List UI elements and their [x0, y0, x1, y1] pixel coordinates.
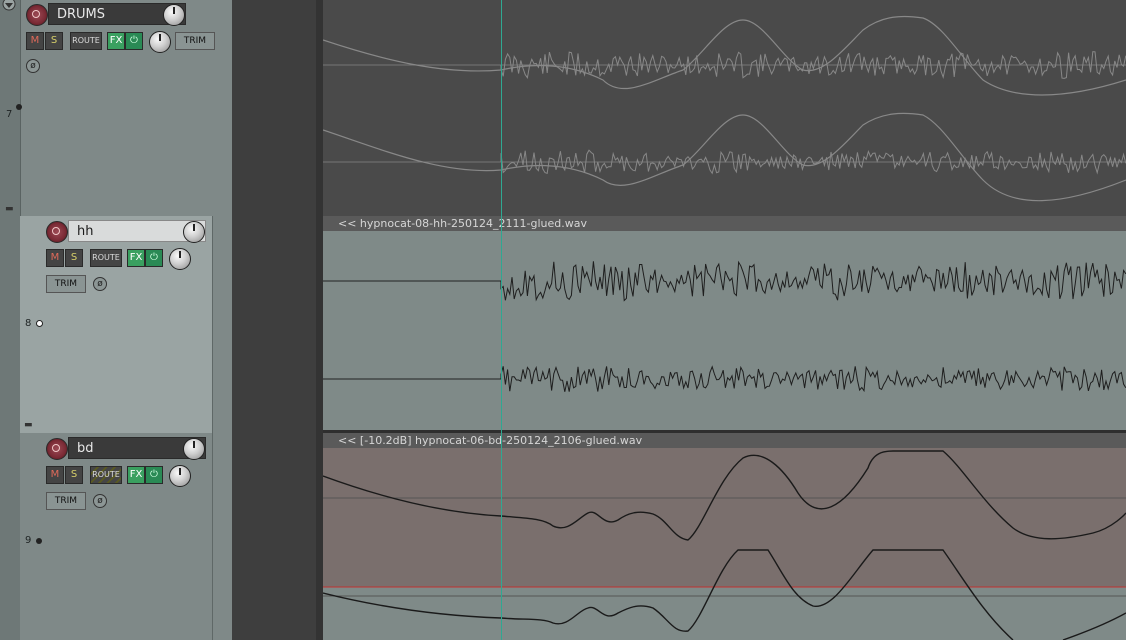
pan-knob[interactable]: [169, 465, 191, 487]
tcp-mcp-divider: [232, 0, 316, 640]
fx-button[interactable]: FX: [107, 32, 125, 50]
volume-knob[interactable]: [183, 438, 205, 460]
mute-button[interactable]: M: [46, 249, 64, 267]
hh-item[interactable]: [323, 231, 1126, 430]
track-dot-icon: [16, 104, 22, 110]
solo-button[interactable]: S: [45, 32, 63, 50]
item-name-label[interactable]: << [-10.2dB] hypnocat-06-bd-250124_2106-…: [323, 433, 1126, 448]
fx-bypass-button[interactable]: ⏻: [145, 249, 163, 267]
trim-label: TRIM: [54, 279, 78, 289]
track-dot-icon: [36, 320, 43, 327]
track-number: 7: [6, 109, 13, 120]
phase-invert-button[interactable]: ø: [26, 59, 40, 73]
record-arm-button[interactable]: [46, 221, 68, 243]
record-arm-button[interactable]: [46, 438, 68, 460]
pan-knob[interactable]: [169, 248, 191, 270]
collapse-arrow-icon[interactable]: [0, 0, 20, 14]
automation-mode-button[interactable]: TRIM: [175, 32, 215, 50]
track-name-field[interactable]: bd: [68, 437, 206, 459]
track-8[interactable]: 8 ▬ hh M S ROUTE FX ⏻ TRIM ø: [0, 216, 232, 433]
track-divider: [323, 430, 1126, 433]
mute-button[interactable]: M: [26, 32, 44, 50]
trim-label: TRIM: [183, 36, 207, 46]
route-button[interactable]: ROUTE: [70, 32, 102, 50]
fx-button[interactable]: FX: [127, 466, 145, 484]
folder-icon[interactable]: ▬: [5, 204, 14, 214]
pan-knob[interactable]: [149, 31, 171, 53]
route-button[interactable]: ROUTE: [90, 466, 122, 484]
track-name-field[interactable]: hh: [68, 220, 206, 242]
track-indent: [0, 216, 21, 433]
record-arm-button[interactable]: [26, 4, 48, 26]
solo-button[interactable]: S: [65, 249, 83, 267]
track-dot-icon: [36, 538, 42, 544]
item-name-label[interactable]: << hypnocat-08-hh-250124_2111-glued.wav: [323, 216, 1126, 231]
bd-waveform: [323, 450, 1126, 640]
hh-waveform: [323, 260, 1126, 393]
volume-knob[interactable]: [183, 221, 205, 243]
mute-button[interactable]: M: [46, 466, 64, 484]
edit-cursor[interactable]: [501, 0, 502, 640]
arrange-edge: [316, 0, 323, 640]
phase-invert-button[interactable]: ø: [93, 494, 107, 508]
fx-bypass-button[interactable]: ⏻: [125, 32, 143, 50]
phase-invert-button[interactable]: ø: [93, 277, 107, 291]
folder-icon[interactable]: ▬: [24, 420, 33, 430]
automation-mode-button[interactable]: TRIM: [46, 275, 86, 293]
track-number: 9: [25, 535, 32, 546]
arrange-view[interactable]: << hypnocat-08-hh-250124_2111-glued.wav …: [323, 0, 1126, 640]
volume-knob[interactable]: [163, 4, 185, 26]
fx-bypass-button[interactable]: ⏻: [145, 466, 163, 484]
route-button[interactable]: ROUTE: [90, 249, 122, 267]
track-number: 8: [25, 318, 32, 329]
bd-item[interactable]: [323, 448, 1126, 640]
folder-item-lane[interactable]: [323, 0, 1126, 216]
solo-button[interactable]: S: [65, 466, 83, 484]
automation-mode-button[interactable]: TRIM: [46, 492, 86, 510]
waveform-noise-bottom: [500, 149, 1126, 175]
track-7[interactable]: 7 ▬ DRUMS M S ROUTE FX ⏻ TRIM ø: [0, 0, 232, 216]
folder-waveform: [323, 15, 1126, 202]
trim-label: TRIM: [54, 496, 78, 506]
waveform-noise-top: [500, 51, 1126, 80]
track-indent: [0, 433, 21, 640]
track-indent-child: [20, 433, 213, 640]
fx-button[interactable]: FX: [127, 249, 145, 267]
track-name-field[interactable]: DRUMS: [48, 3, 186, 25]
track-9[interactable]: 9 bd M S ROUTE FX ⏻ TRIM ø: [0, 433, 232, 640]
